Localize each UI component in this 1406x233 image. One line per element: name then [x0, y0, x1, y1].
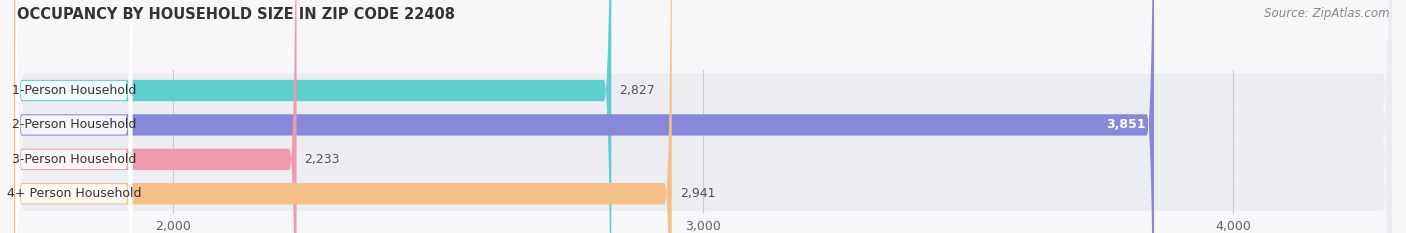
FancyBboxPatch shape: [14, 0, 672, 233]
FancyBboxPatch shape: [15, 0, 132, 233]
FancyBboxPatch shape: [14, 0, 1392, 233]
Text: 1-Person Household: 1-Person Household: [11, 84, 136, 97]
Text: 4+ Person Household: 4+ Person Household: [7, 187, 141, 200]
Text: 2-Person Household: 2-Person Household: [11, 118, 136, 131]
FancyBboxPatch shape: [15, 0, 132, 233]
FancyBboxPatch shape: [14, 0, 1392, 233]
FancyBboxPatch shape: [14, 0, 297, 233]
FancyBboxPatch shape: [14, 0, 1392, 233]
FancyBboxPatch shape: [14, 0, 612, 233]
Text: 2,941: 2,941: [679, 187, 716, 200]
FancyBboxPatch shape: [15, 0, 132, 233]
Text: 3-Person Household: 3-Person Household: [11, 153, 136, 166]
Text: Source: ZipAtlas.com: Source: ZipAtlas.com: [1264, 7, 1389, 20]
FancyBboxPatch shape: [14, 0, 1154, 233]
FancyBboxPatch shape: [14, 0, 1392, 233]
Text: 2,827: 2,827: [619, 84, 655, 97]
Text: OCCUPANCY BY HOUSEHOLD SIZE IN ZIP CODE 22408: OCCUPANCY BY HOUSEHOLD SIZE IN ZIP CODE …: [17, 7, 456, 22]
Text: 3,851: 3,851: [1107, 118, 1146, 131]
Text: 2,233: 2,233: [305, 153, 340, 166]
FancyBboxPatch shape: [15, 0, 132, 233]
